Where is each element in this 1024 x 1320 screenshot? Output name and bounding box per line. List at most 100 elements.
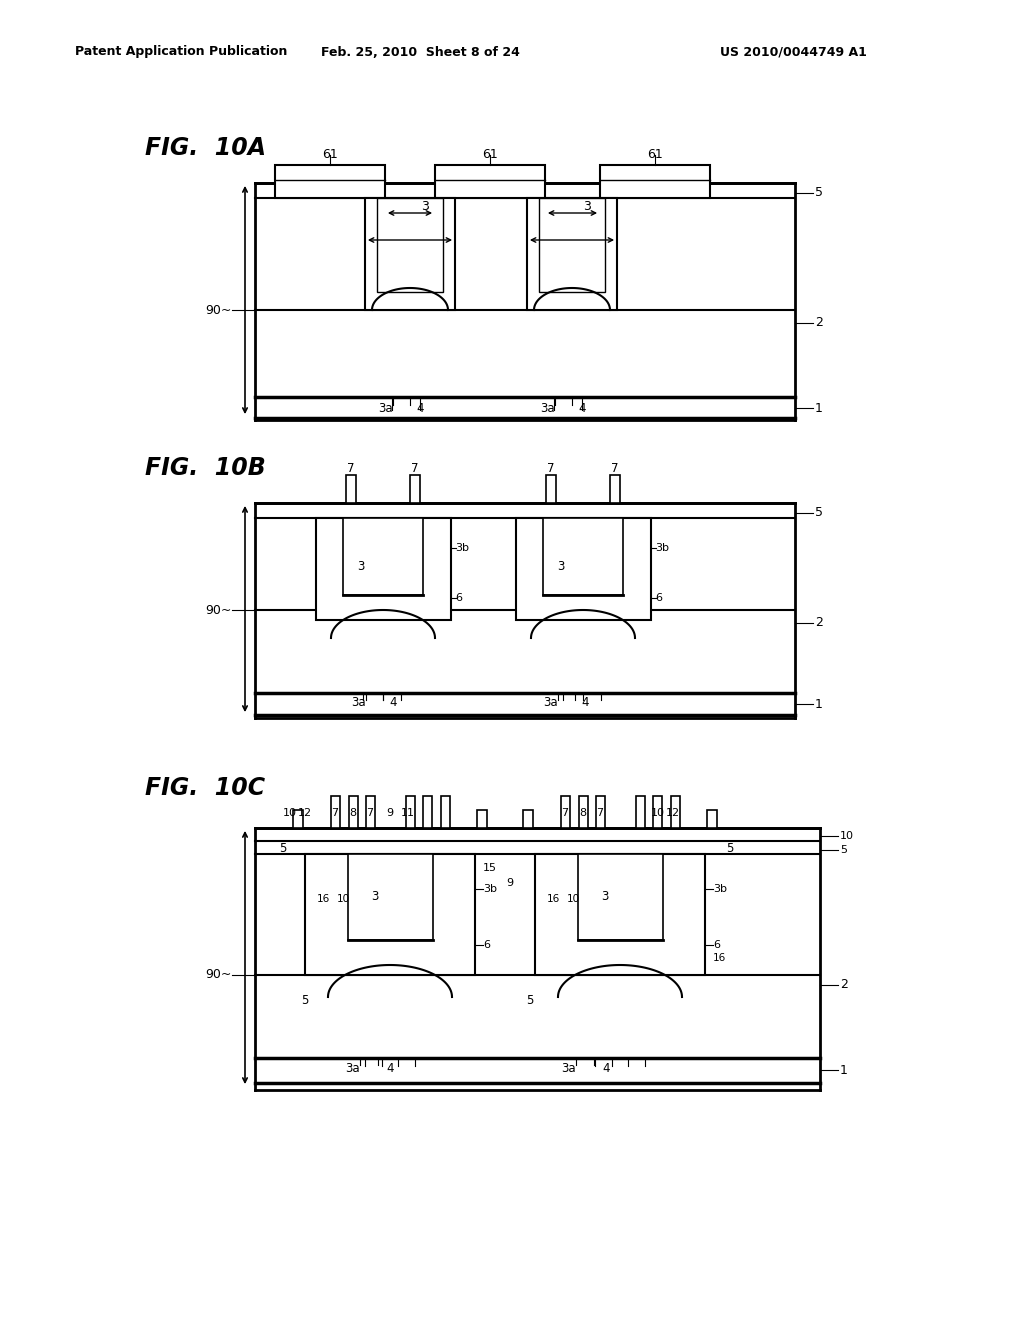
- Bar: [346, 475, 356, 503]
- Bar: [578, 854, 663, 940]
- Text: 9: 9: [386, 808, 393, 818]
- Text: 1: 1: [840, 1064, 848, 1077]
- Text: 12: 12: [298, 808, 312, 818]
- Text: 10: 10: [283, 808, 297, 818]
- Text: 3: 3: [372, 891, 379, 903]
- Text: 3: 3: [421, 201, 429, 214]
- Text: 6: 6: [655, 593, 663, 603]
- Text: 4: 4: [389, 697, 396, 710]
- Text: 4: 4: [386, 1061, 394, 1074]
- Text: 1: 1: [815, 401, 823, 414]
- Bar: [610, 475, 620, 503]
- Bar: [527, 198, 617, 310]
- Bar: [636, 796, 644, 828]
- Bar: [546, 475, 556, 503]
- Bar: [539, 198, 605, 292]
- Text: 9: 9: [507, 878, 514, 888]
- Text: 16: 16: [713, 953, 726, 964]
- Text: 7: 7: [547, 462, 555, 474]
- Text: 90~: 90~: [206, 304, 232, 317]
- Bar: [406, 796, 415, 828]
- Bar: [579, 796, 588, 828]
- Text: 2: 2: [815, 616, 823, 630]
- Text: 3: 3: [357, 560, 365, 573]
- Text: 5: 5: [815, 186, 823, 199]
- Text: 7: 7: [561, 808, 568, 818]
- Text: 3a: 3a: [540, 401, 554, 414]
- Text: 4: 4: [579, 401, 586, 414]
- Text: 7: 7: [611, 462, 618, 474]
- Text: 3: 3: [601, 891, 608, 903]
- Text: FIG.  10C: FIG. 10C: [145, 776, 265, 800]
- Text: 6: 6: [713, 940, 720, 950]
- Bar: [293, 810, 303, 828]
- Bar: [348, 796, 357, 828]
- Text: 3b: 3b: [713, 884, 727, 894]
- Bar: [440, 796, 450, 828]
- Text: Patent Application Publication: Patent Application Publication: [75, 45, 288, 58]
- Text: 16: 16: [547, 894, 560, 904]
- Bar: [305, 854, 475, 975]
- Bar: [347, 854, 432, 940]
- Text: 7: 7: [347, 462, 354, 474]
- Bar: [600, 165, 710, 198]
- Text: 10: 10: [337, 894, 349, 904]
- Bar: [535, 854, 705, 975]
- Text: FIG.  10A: FIG. 10A: [145, 136, 266, 160]
- Bar: [671, 796, 680, 828]
- Text: 4: 4: [582, 697, 589, 710]
- Text: 5: 5: [301, 994, 308, 1006]
- Text: 61: 61: [647, 149, 663, 161]
- Text: 3a: 3a: [345, 1061, 359, 1074]
- Text: 4: 4: [602, 1061, 609, 1074]
- Bar: [652, 796, 662, 828]
- Text: 3a: 3a: [378, 401, 392, 414]
- Text: 5: 5: [280, 842, 287, 854]
- Text: 6: 6: [483, 940, 490, 950]
- Text: 3a: 3a: [561, 1061, 575, 1074]
- Bar: [515, 517, 650, 620]
- Bar: [707, 810, 717, 828]
- Text: 3: 3: [557, 560, 564, 573]
- Text: 8: 8: [580, 808, 587, 818]
- Text: 6: 6: [456, 593, 463, 603]
- Text: FIG.  10B: FIG. 10B: [145, 455, 266, 480]
- Text: 12: 12: [666, 808, 680, 818]
- Bar: [423, 796, 431, 828]
- Bar: [365, 198, 455, 310]
- Text: 90~: 90~: [206, 603, 232, 616]
- Text: 8: 8: [349, 808, 356, 818]
- Text: Feb. 25, 2010  Sheet 8 of 24: Feb. 25, 2010 Sheet 8 of 24: [321, 45, 519, 58]
- Text: 3a: 3a: [350, 697, 366, 710]
- Text: US 2010/0044749 A1: US 2010/0044749 A1: [720, 45, 867, 58]
- Text: 16: 16: [316, 894, 330, 904]
- Text: 15: 15: [483, 863, 497, 873]
- Text: 3a: 3a: [543, 697, 557, 710]
- Text: 10: 10: [566, 894, 580, 904]
- Bar: [315, 517, 451, 620]
- Bar: [435, 165, 545, 198]
- Bar: [377, 198, 443, 292]
- Text: 7: 7: [332, 808, 339, 818]
- Bar: [331, 796, 340, 828]
- Text: 3: 3: [584, 201, 592, 214]
- Text: 10: 10: [651, 808, 665, 818]
- Text: 61: 61: [482, 149, 498, 161]
- Bar: [275, 165, 385, 198]
- Text: 4: 4: [416, 401, 424, 414]
- Text: 3b: 3b: [483, 884, 497, 894]
- Text: 10: 10: [840, 832, 854, 841]
- Text: 90~: 90~: [206, 969, 232, 982]
- Text: 3b: 3b: [655, 543, 670, 553]
- Text: 5: 5: [815, 507, 823, 520]
- Text: 61: 61: [323, 149, 338, 161]
- Text: 5: 5: [840, 845, 847, 855]
- Bar: [343, 517, 423, 595]
- Bar: [543, 517, 623, 595]
- Bar: [410, 475, 420, 503]
- Text: 7: 7: [367, 808, 374, 818]
- Text: 7: 7: [412, 462, 419, 474]
- Bar: [523, 810, 534, 828]
- Bar: [366, 796, 375, 828]
- Bar: [560, 796, 569, 828]
